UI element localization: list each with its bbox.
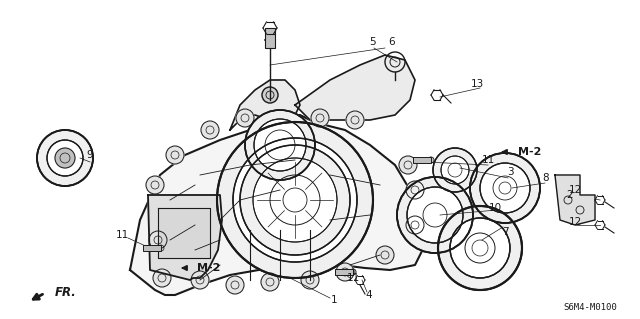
Bar [265,28,275,48]
Circle shape [441,156,469,184]
Text: FR.: FR. [55,286,77,300]
Text: 8: 8 [543,173,549,183]
Polygon shape [130,115,425,295]
Circle shape [47,140,83,176]
Text: 5: 5 [370,37,376,47]
Circle shape [470,153,540,223]
Circle shape [245,110,315,180]
Text: 1: 1 [331,295,337,305]
Text: 11: 11 [481,155,495,165]
Circle shape [262,87,278,103]
Circle shape [407,187,463,243]
Text: 4: 4 [365,290,372,300]
Circle shape [301,271,319,289]
Circle shape [350,269,356,275]
Circle shape [158,245,164,251]
Circle shape [37,130,93,186]
Text: 12: 12 [568,217,582,227]
Circle shape [397,177,473,253]
Circle shape [153,269,171,287]
Text: 11: 11 [346,273,360,283]
Circle shape [217,122,373,278]
Circle shape [438,206,522,290]
Circle shape [149,231,167,249]
Text: 13: 13 [470,79,484,89]
Circle shape [55,148,75,168]
Circle shape [399,156,417,174]
Polygon shape [148,195,222,280]
Circle shape [233,138,357,262]
Bar [413,157,431,163]
Circle shape [166,146,184,164]
Circle shape [201,121,219,139]
Circle shape [191,271,209,289]
Circle shape [406,216,424,234]
Text: 11: 11 [115,230,129,240]
Circle shape [336,263,354,281]
Text: M-2: M-2 [518,147,541,157]
Circle shape [146,176,164,194]
Text: S6M4-M0100: S6M4-M0100 [563,303,617,313]
Circle shape [450,218,510,278]
Text: 6: 6 [388,37,396,47]
Circle shape [226,276,244,294]
Text: 12: 12 [568,185,582,195]
Circle shape [240,145,350,255]
Text: 2: 2 [566,190,573,200]
Circle shape [261,273,279,291]
Circle shape [346,111,364,129]
Circle shape [254,119,306,171]
Bar [143,245,161,251]
Circle shape [376,246,394,264]
Text: 7: 7 [502,227,508,237]
Circle shape [311,109,329,127]
Circle shape [253,158,337,242]
Circle shape [428,157,434,163]
Polygon shape [295,55,415,120]
Polygon shape [230,80,300,130]
Polygon shape [555,175,595,225]
Polygon shape [158,208,210,258]
Text: 10: 10 [488,203,502,213]
Text: 9: 9 [86,150,93,160]
Bar [335,269,353,275]
Circle shape [433,148,477,192]
Circle shape [406,181,424,199]
Circle shape [236,109,254,127]
Text: M-2: M-2 [197,263,220,273]
Text: 3: 3 [507,167,513,177]
Circle shape [480,163,530,213]
